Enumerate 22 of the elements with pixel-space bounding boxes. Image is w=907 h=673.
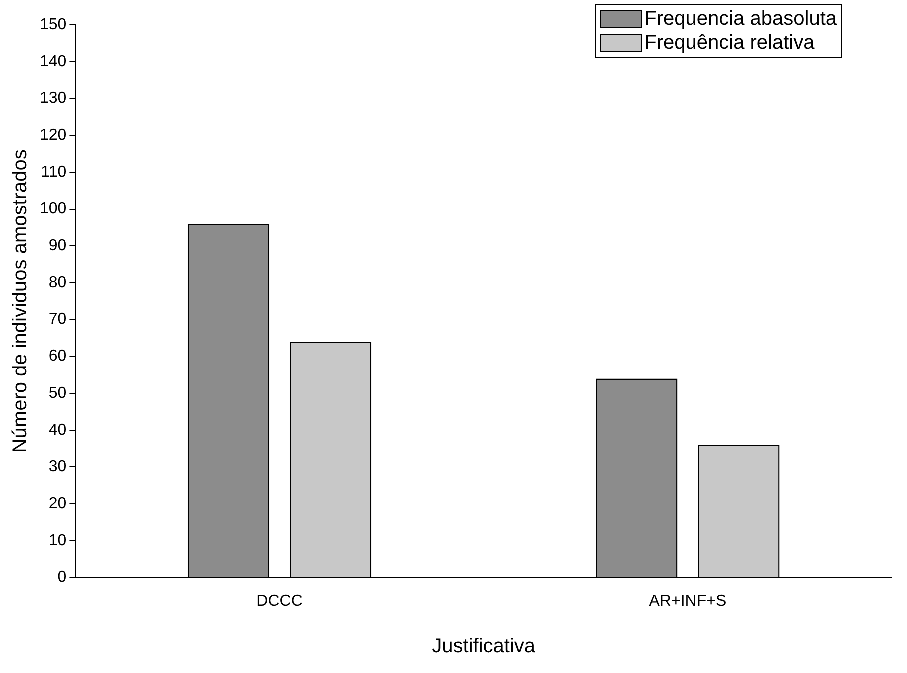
y-tick-label: 110 (41, 164, 67, 181)
y-tick-label: 150 (40, 16, 67, 34)
y-tick-label: 20 (48, 496, 67, 512)
y-tick-label: 140 (40, 53, 67, 70)
y-tick-label: 50 (48, 384, 67, 402)
y-tick-label: 10 (48, 532, 67, 550)
x-axis-title: Justificativa (432, 636, 536, 658)
y-tick-label: 100 (40, 200, 67, 218)
y-tick-label: 130 (40, 90, 67, 108)
legend-label: Frequencia abasoluta (644, 7, 837, 31)
y-tick-label: 120 (40, 126, 67, 144)
y-axis-title: Número de individuos amostrados (10, 150, 32, 454)
y-tick-label: 70 (48, 311, 67, 328)
y-tick-label: 90 (48, 238, 67, 255)
y-tick-label: 80 (48, 274, 67, 292)
y-tick-label: 60 (48, 348, 67, 366)
y-tick-label: 40 (48, 422, 67, 439)
x-tick-label: DCCC (256, 592, 303, 610)
x-tick-label: AR+INF+S (649, 592, 727, 610)
y-tick-label: 0 (58, 569, 67, 586)
legend-label: Frequência relativa (644, 31, 815, 55)
y-tick-label: 30 (48, 458, 67, 476)
